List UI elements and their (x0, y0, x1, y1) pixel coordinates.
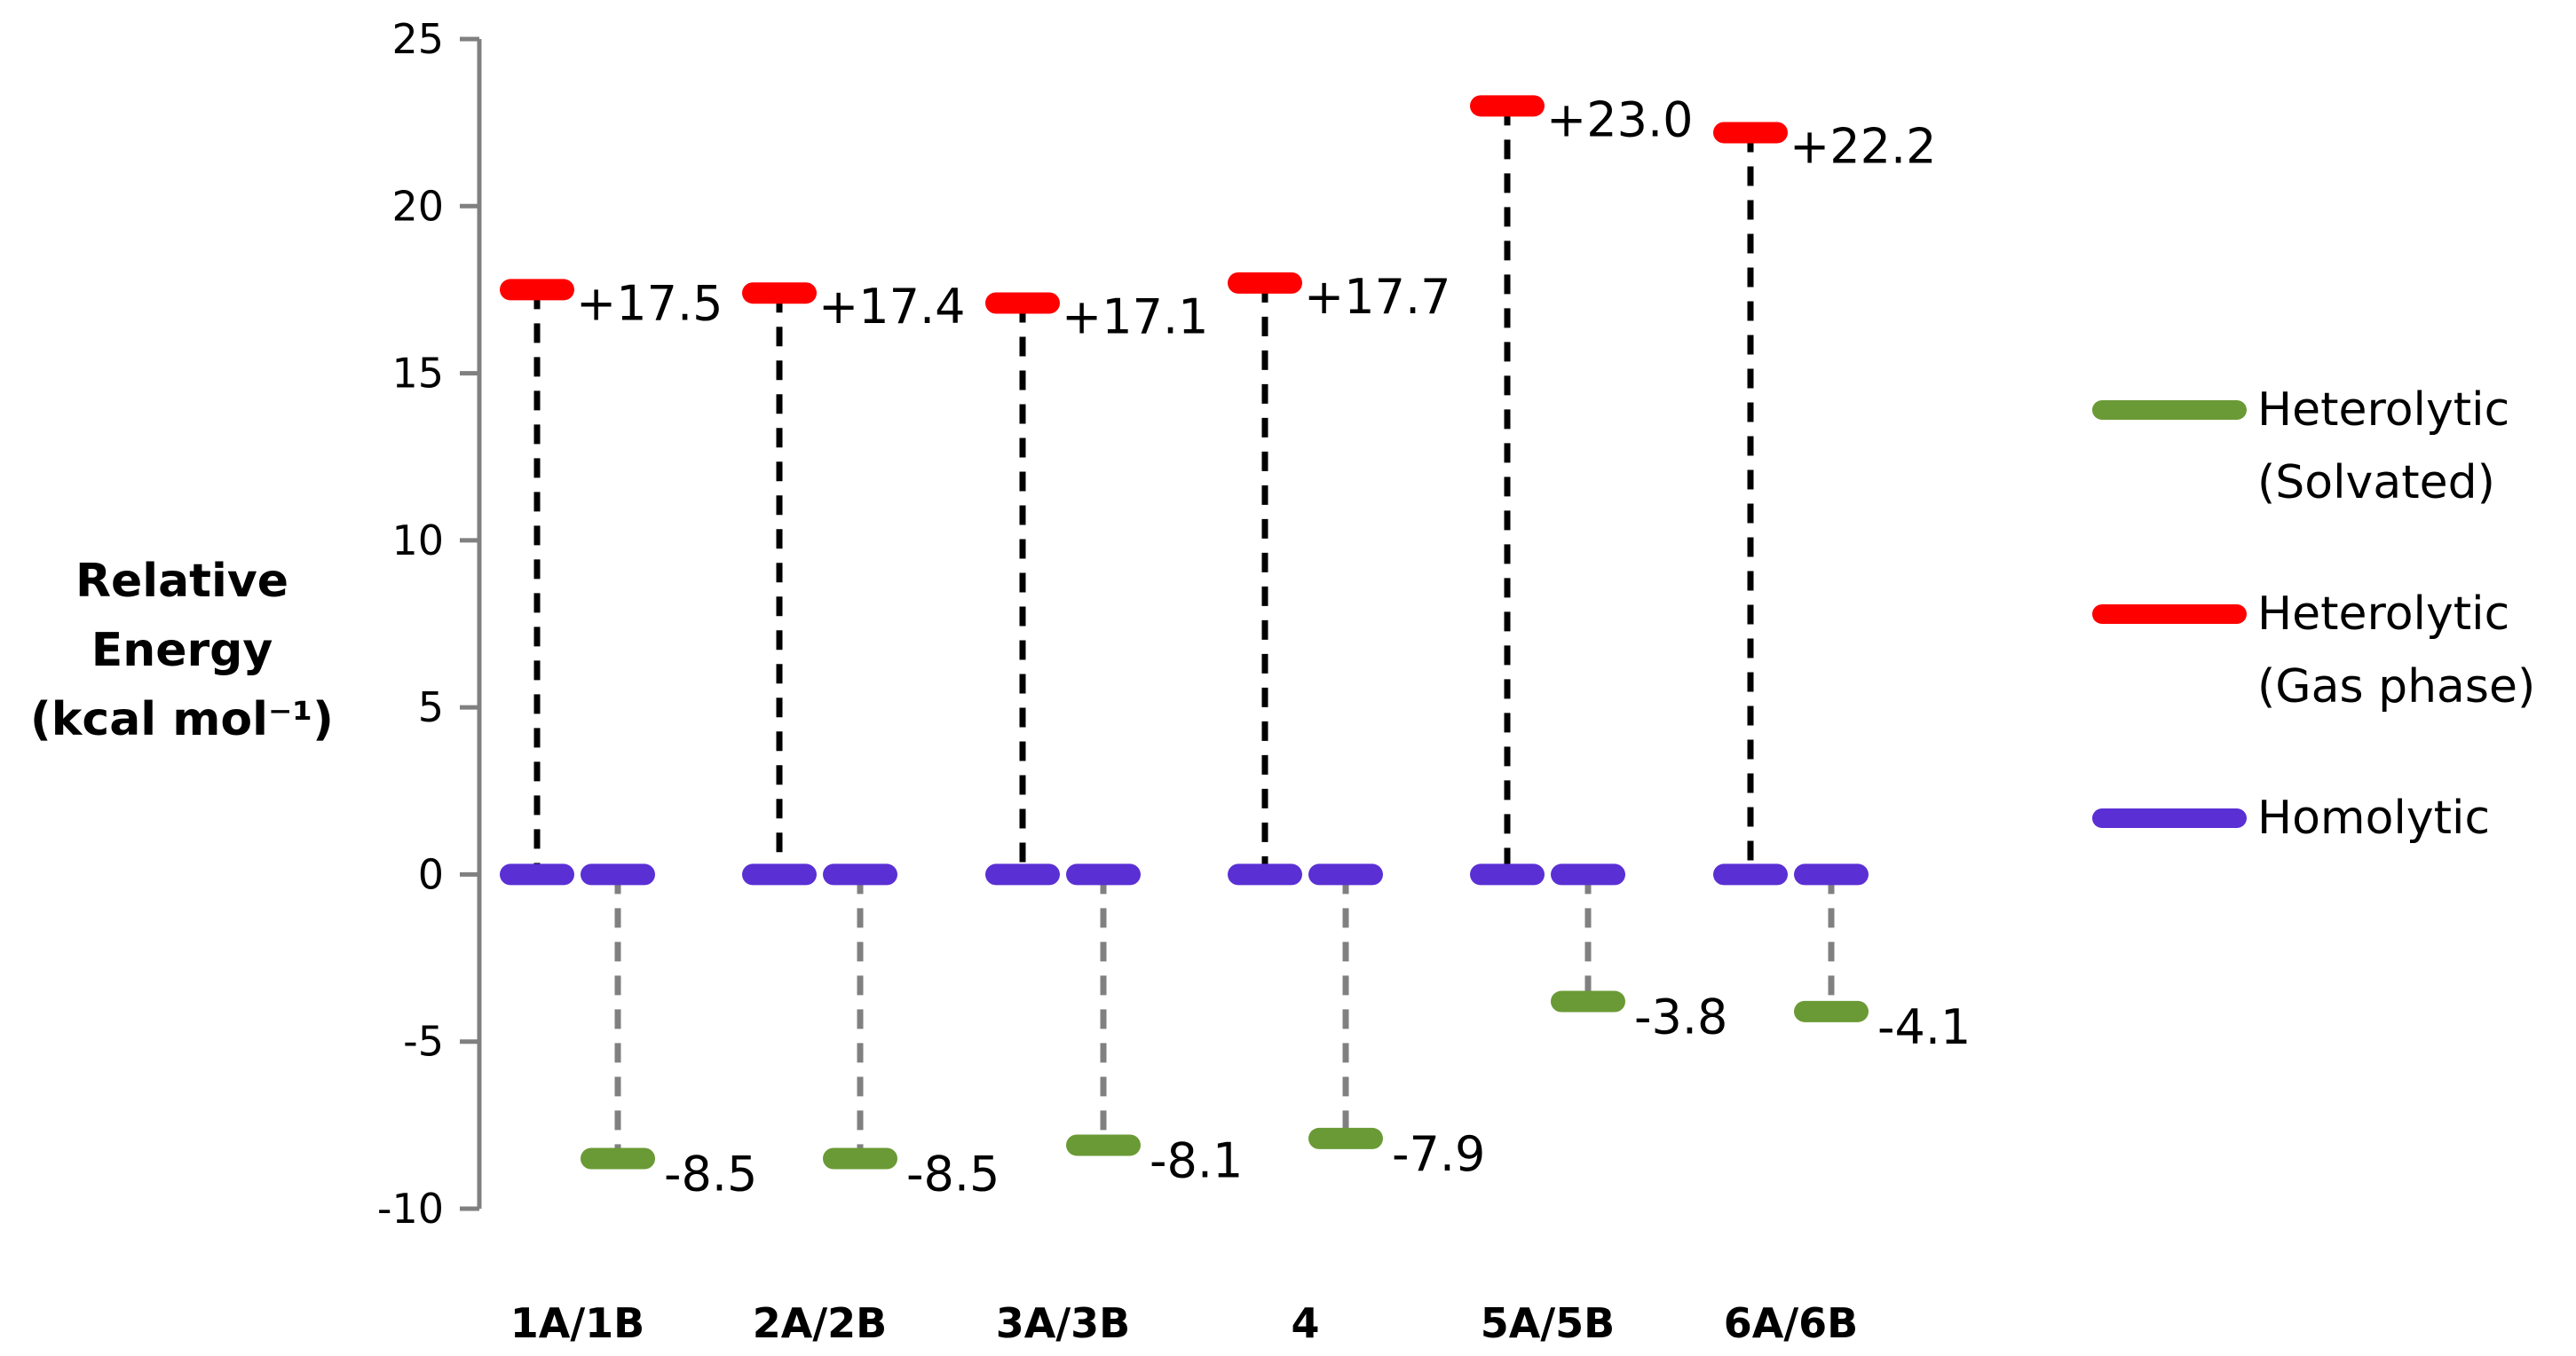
solvated-value-label: -7.9 (1392, 1126, 1485, 1182)
y-tick-label: -5 (403, 1018, 444, 1066)
y-tick-label: 0 (418, 850, 444, 898)
gas-phase-value-label: +17.4 (818, 279, 965, 335)
gas-phase-value-label: +17.7 (1304, 269, 1450, 325)
category-label: 3A/3B (996, 1299, 1130, 1347)
y-axis-title-line: Energy (91, 624, 273, 677)
y-tick-label: 15 (391, 350, 444, 398)
category-label: 5A/5B (1481, 1299, 1615, 1347)
legend-label: Heterolytic (2257, 383, 2509, 437)
y-axis-title-line: Relative (75, 555, 288, 608)
y-tick-label: 10 (391, 516, 444, 564)
y-axis-title-line: (kcal mol⁻¹) (30, 693, 334, 746)
solvated-value-label: -8.5 (664, 1147, 757, 1202)
gas-phase-value-label: +17.1 (1062, 288, 1208, 344)
gas-phase-value-label: +23.0 (1546, 91, 1693, 147)
solvated-value-label: -4.1 (1877, 999, 1971, 1055)
y-tick-label: 25 (391, 15, 444, 63)
solvated-value-label: -3.8 (1634, 989, 1727, 1045)
solvated-value-label: -8.1 (1150, 1132, 1243, 1188)
gas-phase-value-label: +22.2 (1790, 118, 1936, 174)
y-tick-label: 5 (418, 683, 444, 731)
category-label: 4 (1291, 1299, 1319, 1347)
legend-label: Homolytic (2257, 792, 2490, 845)
legend-label: (Gas phase) (2257, 660, 2535, 713)
category-label: 6A/6B (1724, 1299, 1858, 1347)
y-tick-label: 20 (391, 182, 444, 230)
gas-phase-value-label: +17.5 (576, 275, 723, 331)
category-label: 2A/2B (753, 1299, 887, 1347)
legend-label: (Solvated) (2257, 456, 2495, 509)
category-label: 1A/1B (510, 1299, 644, 1347)
y-tick-label: -10 (377, 1185, 444, 1233)
legend-label: Heterolytic (2257, 587, 2509, 641)
solvated-value-label: -8.5 (906, 1147, 1000, 1202)
